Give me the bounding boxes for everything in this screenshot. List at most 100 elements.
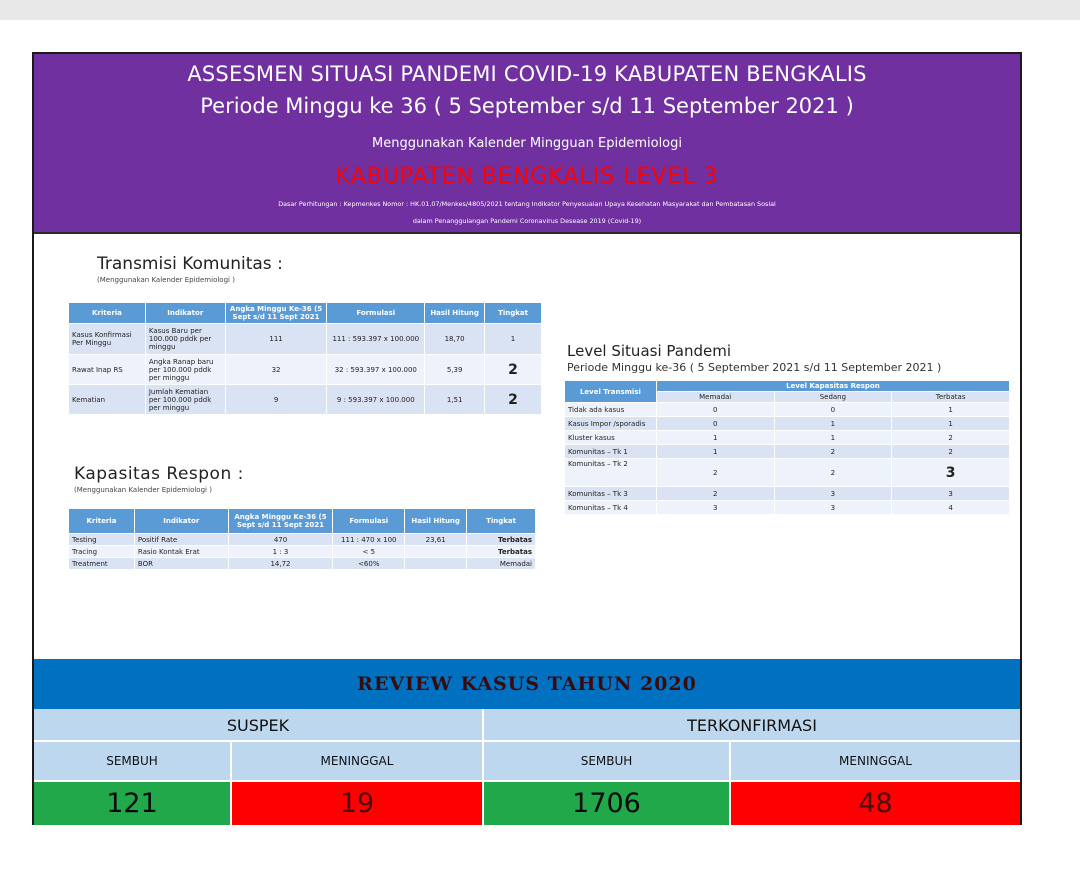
cell-label: Komunitas – Tk 2 (564, 458, 657, 487)
table-row: Komunitas – Tk 1 1 2 2 (564, 444, 1010, 459)
cell-indikator: Angka Ranap baru per 100.000 pddk per mi… (144, 354, 226, 385)
cell-kriteria: Tracing (68, 545, 135, 558)
cell-hasil (404, 545, 468, 558)
cell-indikator: BOR (133, 557, 229, 570)
cell-terbatas: 1 (891, 416, 1010, 431)
kapasitas-note: (Menggunakan Kalender Epidemiologi ) (74, 486, 212, 494)
cell-terbatas: 2 (891, 444, 1010, 459)
table-row: Kematian Jumlah Kematian per 100.000 pdd… (68, 384, 542, 415)
table-row: Treatment BOR 14,72 <60% Memadai (68, 557, 536, 570)
table-row: Kasus Impor /sporadis 0 1 1 (564, 416, 1010, 431)
table-row: Komunitas – Tk 2 2 2 3 (564, 458, 1010, 487)
cell-formulasi: <60% (332, 557, 406, 570)
cell-hasil: 5,39 (424, 354, 486, 385)
cell-formulasi: < 5 (332, 545, 406, 558)
col-header-memadai: Memadai (655, 391, 775, 403)
level-situasi-table: Level Transmisi Level Kapasitas Respon M… (564, 380, 1011, 515)
cell-indikator: Kasus Baru per 100.000 pddk per minggu (144, 323, 226, 355)
label-suspek-sembuh: SEMBUH (34, 742, 232, 780)
cell-tingkat: Memadai (466, 557, 536, 570)
table-row: Tidak ada kasus 0 0 1 (564, 402, 1010, 417)
cell-tingkat: Terbatas (466, 533, 536, 546)
page-title: ASSESMEN SITUASI PANDEMI COVID-19 KABUPA… (187, 62, 867, 86)
cell-kriteria: Treatment (68, 557, 135, 570)
cell-formulasi: 111 : 470 x 100 (332, 533, 406, 546)
cell-memadai: 1 (655, 430, 775, 445)
cell-kriteria: Kematian (68, 384, 146, 415)
cell-label: Komunitas – Tk 3 (564, 486, 657, 501)
level-status: KABUPATEN BENGKALIS LEVEL 3 (335, 164, 719, 189)
table-header-row: Kriteria Indikator Angka Minggu Ke-36 (5… (68, 508, 536, 534)
level-situasi-title: Level Situasi Pandemi (567, 342, 731, 360)
cell-kriteria: Kasus Konfirmasi Per Minggu (68, 323, 146, 355)
col-header: Indikator (144, 302, 226, 324)
browser-top-strip (0, 0, 1080, 20)
cell-formulasi: 111 : 593.397 x 100.000 (326, 323, 426, 355)
cell-indikator: Rasio Kontak Erat (133, 545, 229, 558)
col-header: Angka Minggu Ke-36 (5 Sept s/d 11 Sept 2… (227, 508, 334, 534)
cell-indikator: Jumlah Kematian per 100.000 pddk per min… (144, 384, 226, 415)
cell-formulasi: 9 : 593.397 x 100.000 (326, 384, 426, 415)
col-header: Tingkat (484, 302, 542, 324)
cell-memadai: 2 (655, 486, 775, 501)
cell-angka: 111 (224, 323, 328, 355)
level-situasi-subtitle: Periode Minggu ke-36 ( 5 September 2021 … (567, 361, 942, 374)
cell-sedang: 2 (773, 458, 893, 487)
cell-label: Kluster kasus (564, 430, 657, 445)
cell-kriteria: Rawat Inap RS (68, 354, 146, 385)
label-konfirmasi-meninggal: MENINGGAL (731, 742, 1020, 780)
legal-basis-line2: dalam Penanggulangan Pandemi Coronavirus… (412, 217, 642, 225)
cell-angka: 1 : 3 (227, 545, 334, 558)
cell-memadai: 1 (655, 444, 775, 459)
cell-hasil (404, 557, 468, 570)
label-suspek-meninggal: MENINGGAL (232, 742, 484, 780)
col-header: Formulasi (332, 508, 406, 534)
cell-memadai: 3 (655, 500, 775, 515)
table-row: Tracing Rasio Kontak Erat 1 : 3 < 5 Terb… (68, 545, 536, 558)
table-header-row: Level Transmisi Level Kapasitas Respon (564, 380, 1011, 403)
legal-basis-line1: Dasar Perhitungan : Kepmenkes Nomor : HK… (278, 200, 776, 208)
cell-sedang: 1 (773, 430, 893, 445)
cell-tingkat: 2 (484, 354, 542, 385)
col-header: Kriteria (68, 302, 146, 324)
value-suspek-meninggal: 19 (232, 782, 484, 825)
cell-sedang: 0 (773, 402, 893, 417)
kapasitas-table: Kriteria Indikator Angka Minggu Ke-36 (5… (68, 508, 536, 570)
cell-terbatas: 4 (891, 500, 1010, 515)
cell-label: Komunitas – Tk 1 (564, 444, 657, 459)
col-header: Kriteria (68, 508, 135, 534)
col-header: Indikator (133, 508, 229, 534)
col-header: Tingkat (466, 508, 536, 534)
col-header-terbatas: Terbatas (891, 391, 1010, 403)
col-header-sedang: Sedang (773, 391, 893, 403)
cell-memadai: 0 (655, 416, 775, 431)
group-terkonfirmasi: TERKONFIRMASI (484, 709, 1020, 742)
col-header: Formulasi (326, 302, 426, 324)
header-banner: ASSESMEN SITUASI PANDEMI COVID-19 KABUPA… (34, 54, 1020, 234)
cell-formulasi: 32 : 593.397 x 100.000 (326, 354, 426, 385)
cell-terbatas-current: 3 (891, 458, 1010, 487)
table-row: Kasus Konfirmasi Per Minggu Kasus Baru p… (68, 323, 542, 355)
col-header: Hasil Hitung (404, 508, 468, 534)
cell-label: Komunitas – Tk 4 (564, 500, 657, 515)
table-row: Komunitas – Tk 4 3 3 4 (564, 500, 1010, 515)
cell-hasil: 18,70 (424, 323, 486, 355)
cell-sedang: 3 (773, 486, 893, 501)
table-row: Kluster kasus 1 1 2 (564, 430, 1010, 445)
cell-tingkat: 2 (484, 384, 542, 415)
cell-hasil: 1,51 (424, 384, 486, 415)
cell-angka: 9 (224, 384, 328, 415)
calendar-subtitle: Menggunakan Kalender Mingguan Epidemiolo… (371, 136, 682, 151)
cell-memadai: 0 (655, 402, 775, 417)
cell-angka: 32 (224, 354, 328, 385)
col-header-transmisi: Level Transmisi (564, 380, 657, 403)
period-title: Periode Minggu ke 36 ( 5 September s/d 1… (200, 94, 854, 118)
assessment-document: ASSESMEN SITUASI PANDEMI COVID-19 KABUPA… (32, 52, 1022, 825)
transmisi-title: Transmisi Komunitas : (97, 254, 283, 274)
col-header: Hasil Hitung (424, 302, 486, 324)
table-row: Rawat Inap RS Angka Ranap baru per 100.0… (68, 354, 542, 385)
cell-kriteria: Testing (68, 533, 135, 546)
cell-angka: 470 (227, 533, 334, 546)
table-row: Komunitas – Tk 3 2 3 3 (564, 486, 1010, 501)
cell-terbatas: 2 (891, 430, 1010, 445)
